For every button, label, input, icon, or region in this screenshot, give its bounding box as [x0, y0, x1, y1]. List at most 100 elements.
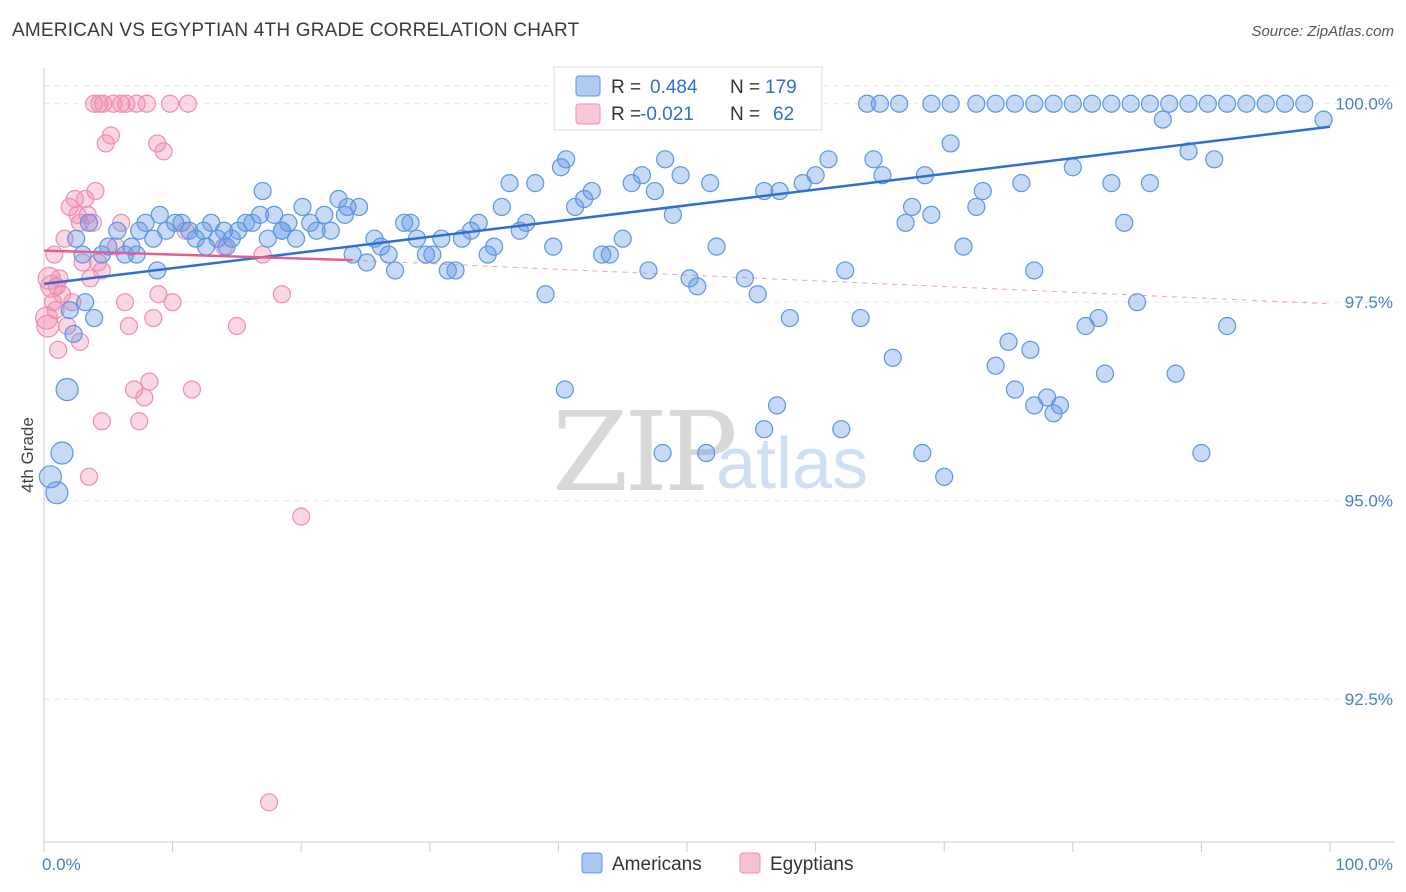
americans-point	[653, 443, 672, 463]
y-tick-label: 97.5%	[1345, 293, 1393, 312]
americans-point	[1012, 174, 1031, 193]
americans-point	[1275, 94, 1295, 113]
americans-point	[1256, 94, 1275, 113]
americans-point	[582, 181, 601, 201]
trend-lines	[43, 125, 1331, 305]
americans-point	[941, 94, 960, 113]
legend-r-value-egyptians: -0.021	[640, 104, 694, 125]
egyptians-point	[101, 126, 120, 145]
americans-point	[967, 197, 986, 217]
americans-point	[986, 356, 1005, 375]
americans-point	[1198, 94, 1217, 113]
americans-point	[555, 380, 574, 399]
americans-point	[67, 229, 86, 248]
americans-point	[1160, 94, 1179, 113]
americans-point	[1082, 94, 1102, 113]
americans-point	[1102, 94, 1121, 113]
legend-n-label-americans: N =	[730, 77, 760, 98]
americans-point	[632, 166, 652, 185]
americans-point	[819, 150, 838, 169]
americans-point	[1025, 396, 1044, 415]
americans-point	[85, 308, 104, 328]
chart-title: AMERICAN VS EGYPTIAN 4TH GRADE CORRELATI…	[12, 20, 580, 41]
americans-point	[688, 277, 707, 296]
legend-swatch-egyptians	[575, 103, 601, 125]
americans-point	[1127, 293, 1147, 312]
americans-point	[1021, 340, 1040, 359]
americans-point	[150, 205, 169, 224]
legend-r-label-americans: R =	[611, 77, 641, 98]
americans-point	[45, 481, 69, 505]
americans-point	[385, 261, 405, 280]
bottom-legend-label-americans[interactable]: Americans	[612, 854, 702, 875]
americans-point	[1237, 94, 1256, 113]
americans-point	[99, 237, 118, 256]
americans-point	[79, 213, 99, 232]
americans-point	[272, 221, 292, 240]
americans-point	[321, 221, 340, 240]
americans-point	[770, 181, 789, 201]
americans-point	[857, 94, 877, 113]
egyptians-point	[117, 94, 136, 113]
americans-point	[851, 308, 870, 328]
americans-point	[136, 213, 155, 232]
americans-point	[890, 94, 909, 113]
bottom-legend-swatch-americans[interactable]	[581, 852, 603, 874]
americans-point	[1218, 316, 1237, 336]
americans-point	[217, 237, 236, 256]
americans-point	[806, 166, 825, 185]
bottom-legend-swatch-egyptians[interactable]	[739, 852, 761, 874]
americans-point	[864, 150, 883, 169]
egyptians-point	[178, 94, 198, 113]
americans-point	[1005, 380, 1025, 399]
egyptians-point	[149, 285, 168, 304]
americans-point	[1192, 443, 1211, 463]
egyptians-point	[135, 388, 154, 407]
americans-point	[1179, 94, 1198, 113]
americans-point	[935, 467, 954, 486]
americans-point	[999, 332, 1018, 351]
americans-point	[1153, 110, 1172, 129]
americans-point	[954, 237, 973, 256]
americans-point	[1095, 364, 1115, 383]
egyptians-point	[259, 793, 279, 812]
legend-r-label-egyptians: R =	[611, 104, 641, 125]
egyptians-point	[45, 245, 64, 264]
axes	[43, 68, 1395, 852]
americans-point	[500, 174, 519, 193]
legend-n-value-americans: 179	[765, 77, 797, 98]
americans-point	[293, 197, 312, 217]
y-tick-label: 92.5%	[1345, 690, 1393, 709]
egyptians-points	[34, 94, 311, 812]
americans-point	[544, 237, 563, 256]
americans-point	[697, 443, 716, 463]
legend-r-value-americans: 0.484	[650, 77, 698, 98]
americans-point	[76, 293, 95, 312]
americans-point	[1121, 94, 1140, 113]
americans-point	[986, 94, 1005, 113]
egyptians-point	[144, 308, 163, 328]
bottom-legend-label-egyptians[interactable]: Egyptians	[770, 854, 853, 875]
americans-point	[701, 174, 720, 193]
americans-point	[394, 213, 414, 232]
americans-point	[286, 229, 306, 248]
americans-point	[379, 245, 398, 264]
legend-n-value-egyptians: 62	[773, 104, 794, 125]
americans-point	[941, 134, 960, 153]
y-tick-label: 100.0%	[1335, 95, 1393, 114]
americans-point	[485, 237, 504, 256]
egyptians-point	[160, 94, 180, 113]
americans-point	[645, 181, 664, 201]
egyptians-trend-line	[43, 249, 353, 262]
egyptians-trend-extension	[352, 259, 1331, 305]
americans-point	[593, 245, 612, 264]
americans-point	[671, 166, 690, 185]
egyptians-point	[272, 285, 292, 304]
americans-point	[896, 213, 915, 232]
americans-point	[973, 181, 992, 201]
americans-point	[1295, 94, 1314, 113]
americans-point	[438, 261, 457, 280]
egyptians-point	[137, 94, 156, 113]
americans-point	[50, 441, 74, 465]
